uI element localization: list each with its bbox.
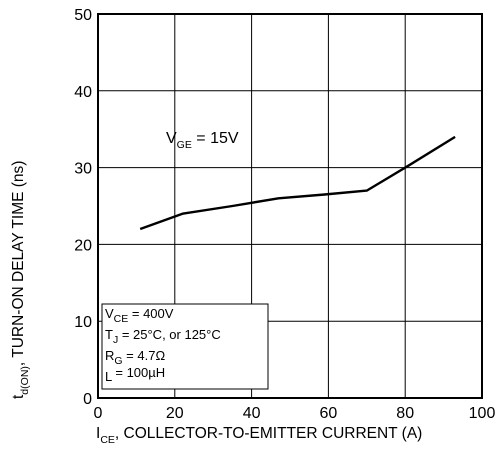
condition-vce: VCE = 400V xyxy=(105,306,174,325)
plot-frame xyxy=(97,13,483,399)
condition-l: L = 100µH xyxy=(105,365,165,384)
condition-tj: TJ = 25°C, or 125°C xyxy=(105,327,221,346)
x-axis-title: ICE, COLLECTOR-TO-EMITTER CURRENT (A) xyxy=(96,425,422,446)
x-tick-label: 40 xyxy=(243,405,261,422)
x-tick-label: 60 xyxy=(320,405,338,422)
conditions-box-frame xyxy=(101,303,269,390)
y-tick-label: 30 xyxy=(74,161,92,178)
y-axis-title: td(ON), TURN-ON DELAY TIME (ns) xyxy=(10,161,31,399)
x-tick-label: 100 xyxy=(469,405,496,422)
y-tick-label: 0 xyxy=(83,391,92,408)
x-tick-labels: 0 20 40 60 80 100 xyxy=(94,405,496,422)
x-tick-label: 0 xyxy=(94,405,103,422)
condition-rg: RG = 4.7Ω xyxy=(105,348,165,367)
series-line xyxy=(139,135,456,231)
x-tick-label: 80 xyxy=(396,405,414,422)
x-tick-label: 20 xyxy=(166,405,184,422)
y-tick-label: 40 xyxy=(74,84,92,101)
curve-label: VGE = 15V xyxy=(166,130,239,151)
y-tick-labels: 0 10 20 30 40 50 xyxy=(74,7,92,408)
y-tick-label: 50 xyxy=(74,7,92,24)
y-tick-label: 20 xyxy=(74,237,92,254)
conditions-box: VCE = 400V TJ = 25°C, or 125°C RG = 4.7Ω… xyxy=(101,303,269,390)
y-tick-label: 10 xyxy=(74,314,92,331)
